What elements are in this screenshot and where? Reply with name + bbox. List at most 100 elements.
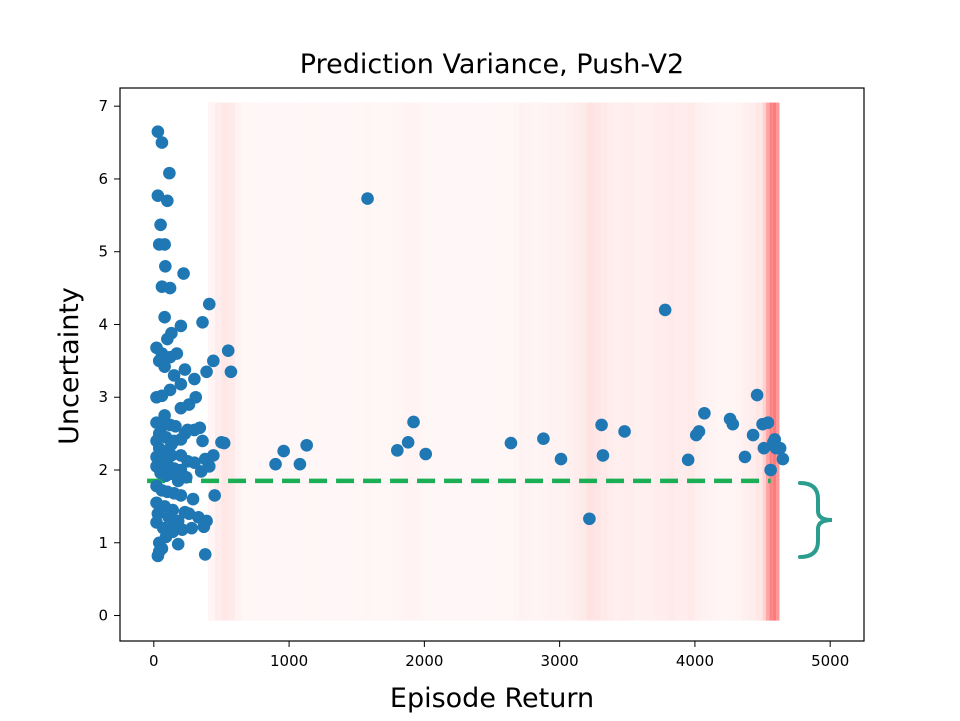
data-point: [158, 409, 171, 422]
x-tick-label: 2000: [405, 652, 443, 670]
y-tick-label: 3: [98, 388, 108, 406]
shading-band: [606, 102, 614, 621]
data-point: [150, 390, 163, 404]
shading-band: [640, 102, 648, 621]
shading-band: [539, 102, 547, 621]
data-point: [726, 417, 740, 431]
shading-band: [322, 102, 330, 621]
shading-band: [742, 102, 750, 621]
data-point: [776, 452, 790, 466]
data-point: [698, 406, 711, 420]
data-point: [179, 470, 193, 484]
shading-band: [762, 102, 766, 621]
shading-band: [336, 102, 344, 621]
data-point: [169, 420, 182, 433]
shading-band: [268, 102, 276, 621]
data-point: [768, 433, 782, 446]
shading-band: [458, 102, 465, 621]
data-point: [163, 166, 176, 180]
data-point: [583, 512, 596, 526]
shading-band: [573, 102, 580, 621]
shading-band: [735, 102, 743, 621]
shading-band: [370, 102, 378, 621]
data-point: [158, 310, 171, 324]
shading-band: [769, 102, 773, 621]
data-point: [167, 369, 181, 382]
data-point: [401, 436, 415, 449]
data-point: [188, 372, 201, 386]
data-point: [595, 418, 608, 432]
data-point: [221, 344, 235, 357]
data-point: [182, 507, 196, 520]
shading-band: [424, 102, 432, 621]
data-point: [174, 433, 188, 446]
shading-band: [498, 102, 506, 621]
shading-band: [505, 102, 513, 621]
shading-band: [715, 102, 722, 621]
shading-band: [478, 102, 486, 621]
chart-title: Prediction Variance, Push-V2: [300, 49, 684, 80]
shading-band: [728, 102, 736, 621]
shading-band: [701, 102, 709, 621]
y-ticks: 0 1 2 3 4 5 6 7: [98, 97, 120, 625]
shading-band: [647, 102, 655, 621]
shading-band: [316, 102, 323, 621]
data-point: [208, 489, 221, 502]
data-point: [155, 136, 169, 149]
shading-band: [546, 102, 553, 621]
x-tick-label: 1000: [270, 652, 308, 670]
shading-band: [688, 102, 695, 621]
shading-band: [749, 102, 756, 621]
y-tick-label: 1: [98, 534, 108, 552]
data-point: [738, 450, 752, 464]
shading-band: [721, 102, 729, 621]
data-point: [159, 259, 172, 273]
shading-band: [417, 102, 425, 621]
shading-bands: [207, 102, 780, 621]
data-point: [537, 432, 550, 446]
shading-band: [248, 102, 256, 621]
data-point: [185, 521, 198, 535]
data-point: [658, 303, 672, 317]
data-point: [186, 492, 200, 506]
data-point: [202, 297, 216, 311]
shading-band: [613, 102, 621, 621]
shading-band: [309, 102, 317, 621]
y-tick-label: 6: [98, 170, 108, 188]
x-axis-title: Episode Return: [390, 683, 594, 714]
y-tick-label: 2: [98, 461, 108, 479]
shading-band: [397, 102, 405, 621]
data-point: [152, 545, 166, 558]
data-point: [196, 434, 209, 448]
data-point: [504, 436, 518, 450]
shading-band: [525, 102, 533, 621]
shading-band: [444, 102, 452, 621]
shading-band: [667, 102, 675, 621]
shading-band: [471, 102, 479, 621]
shading-band: [776, 102, 780, 621]
shading-band: [282, 102, 290, 621]
shading-band: [552, 102, 560, 621]
shading-band: [464, 102, 472, 621]
shading-band: [302, 102, 310, 621]
shading-band: [512, 102, 520, 621]
data-point: [202, 460, 216, 473]
data-point: [764, 463, 777, 477]
shading-band: [437, 102, 445, 621]
data-point: [165, 449, 178, 462]
data-point: [174, 377, 188, 391]
data-point: [177, 267, 190, 280]
shading-band: [681, 102, 689, 621]
shading-band: [532, 102, 540, 621]
shading-band: [404, 102, 411, 621]
shading-band: [410, 102, 418, 621]
shading-band: [383, 102, 391, 621]
shading-band: [586, 102, 594, 621]
data-point: [161, 332, 174, 346]
data-point: [161, 194, 174, 208]
data-point: [554, 452, 568, 466]
data-point: [391, 444, 404, 457]
shading-band: [255, 102, 263, 621]
data-point: [188, 456, 201, 470]
data-point: [196, 315, 209, 329]
